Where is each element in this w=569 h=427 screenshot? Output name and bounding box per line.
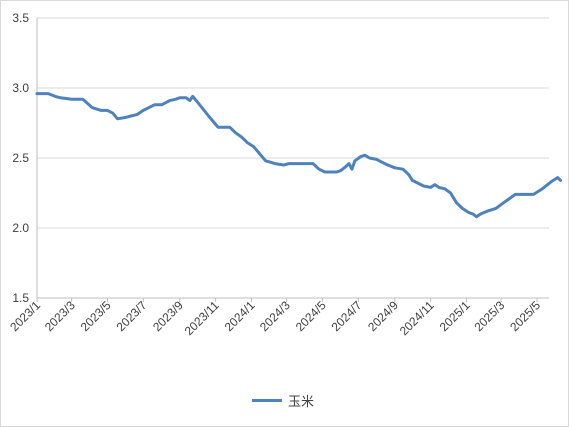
x-tick-label: 2023/7 (114, 298, 150, 334)
y-tick-label: 2.0 (12, 221, 29, 235)
x-tick-label: 2024/7 (329, 298, 365, 334)
x-tick-label: 2024/3 (257, 298, 293, 334)
legend-label: 玉米 (288, 394, 315, 409)
x-tick-label: 2023/5 (78, 298, 114, 334)
gridlines (37, 17, 549, 299)
x-tick-label: 2025/5 (507, 298, 543, 334)
y-tick-label: 3.0 (12, 81, 29, 95)
series-line (35, 92, 562, 219)
legend: 玉米 (252, 391, 314, 410)
x-tick-label: 2025/3 (471, 298, 507, 334)
y-tick-label: 3.5 (12, 11, 29, 25)
series-lines (35, 92, 562, 219)
y-tick-label: 2.5 (12, 151, 29, 165)
axes (36, 18, 549, 302)
x-tick-label: 2024/11 (397, 298, 437, 338)
x-tick-label: 2023/3 (42, 298, 78, 334)
x-tick-label: 2024/5 (293, 298, 329, 334)
x-tick-label: 2025/1 (437, 298, 473, 334)
x-tick-label: 2024/1 (222, 298, 258, 334)
x-tick-label: 2023/9 (150, 298, 186, 334)
y-tick-labels: 1.5 2.0 2.5 3.0 3.5 (12, 11, 29, 305)
y-tick-label: 1.5 (12, 291, 29, 305)
x-tick-label: 2023/11 (182, 298, 222, 338)
legend-swatch (252, 399, 282, 402)
x-tick-label: 2024/9 (365, 298, 401, 334)
